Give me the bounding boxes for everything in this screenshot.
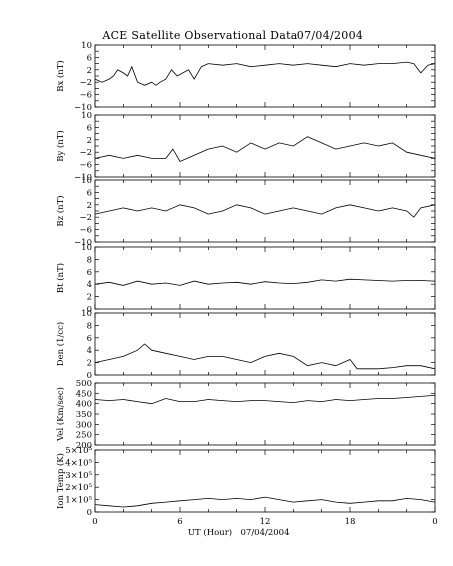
- y-tick-label-vel: 250: [76, 431, 92, 441]
- series-line-temp: [94, 496, 436, 508]
- x-axis-date: 07/04/2004: [241, 528, 290, 538]
- panel-bt: 0 2 4 6 8 10 Bt (nT): [55, 243, 436, 315]
- y-axis-label-vel: Vel (Km/sec): [55, 387, 66, 442]
- y-tick-label-den: 8: [87, 321, 92, 331]
- panel-frame-bx: [94, 44, 436, 108]
- y-tick-label-den: 2: [87, 359, 92, 369]
- panel-frame-bt: [94, 246, 436, 310]
- y-tick-label-bx: 6: [87, 53, 92, 63]
- y-tick-label-bz: −2: [79, 213, 92, 223]
- y-tick-label-bt: 0: [87, 305, 92, 315]
- y-tick-label-bt: 6: [87, 268, 92, 278]
- x-tick-label: 0: [92, 517, 97, 527]
- panel-bz: −10 −6 −2 2 6 10 Bz (nT): [55, 176, 436, 248]
- y-tick-label-by: −2: [79, 148, 92, 158]
- y-tick-label-by: −6: [79, 161, 92, 171]
- y-tick-label-by: −10: [74, 173, 92, 183]
- series-line-bt: [94, 278, 436, 286]
- panel-bx: −10 −6 −2 2 6 10 Bx (nT): [55, 41, 436, 113]
- y-tick-label-temp: 3×10⁵: [65, 471, 92, 481]
- y-tick-label-by: 10: [81, 111, 92, 121]
- y-tick-label-den: 10: [81, 309, 92, 319]
- panel-frame-by: [94, 114, 436, 178]
- series-line-bx: [94, 61, 436, 86]
- y-tick-label-vel: 450: [76, 389, 92, 399]
- y-tick-label-bt: 10: [81, 243, 92, 253]
- y-tick-label-bz: 6: [87, 188, 92, 198]
- y-tick-label-bx: 10: [81, 41, 92, 51]
- y-tick-label-den: 0: [87, 371, 92, 381]
- y-axis-label-den: Den (1/cc): [55, 322, 66, 366]
- y-tick-label-temp: 4×10⁵: [65, 458, 92, 468]
- y-tick-label-bx: −10: [74, 103, 92, 113]
- y-tick-label-vel: 500: [76, 379, 92, 389]
- x-tick-label: 12: [260, 517, 271, 527]
- y-tick-label-temp: 2×10⁵: [65, 483, 92, 493]
- y-tick-label-by: 6: [87, 123, 92, 133]
- series-line-bz: [94, 204, 436, 218]
- y-tick-label-temp: 5×10⁵: [65, 446, 92, 456]
- y-tick-label-bx: 2: [87, 66, 92, 76]
- y-axis-label-bz: Bz (nT): [55, 195, 66, 226]
- y-tick-label-bt: 2: [87, 293, 92, 303]
- figure-date: 07/04/2004: [297, 29, 363, 42]
- y-axis-label-bt: Bt (nT): [55, 263, 66, 293]
- x-tick-label: 6: [177, 517, 182, 527]
- y-axis-label-by: By (nT): [55, 130, 66, 162]
- y-axis-label-bx: Bx (nT): [55, 60, 66, 92]
- panel-frame-bz: [94, 179, 436, 243]
- y-tick-label-vel: 300: [76, 420, 92, 430]
- y-axis-label-temp: Ion Temp (K): [55, 453, 66, 509]
- y-tick-label-bt: 8: [87, 255, 92, 265]
- y-tick-label-temp: 1×10⁵: [65, 496, 92, 506]
- x-tick-label: 0: [432, 517, 437, 527]
- series-line-den: [94, 343, 436, 370]
- y-tick-label-bz: 2: [87, 201, 92, 211]
- y-tick-label-bz: −6: [79, 226, 92, 236]
- y-tick-label-bx: −2: [79, 78, 92, 88]
- y-tick-label-bx: −6: [79, 91, 92, 101]
- y-tick-label-vel: 200: [76, 441, 92, 451]
- figure-title: ACE Satellite Observational Data: [101, 29, 297, 42]
- y-tick-label-temp: 0: [87, 508, 92, 518]
- x-tick-label: 18: [345, 517, 356, 527]
- y-tick-label-bz: 10: [81, 176, 92, 186]
- panel-frame-vel: [94, 382, 436, 446]
- series-line-by: [94, 136, 436, 163]
- y-tick-label-den: 4: [87, 346, 92, 356]
- panel-den: 0 2 4 6 8 10 Den (1/cc): [55, 309, 436, 381]
- y-tick-label-by: 2: [87, 136, 92, 146]
- panel-by: −10 −6 −2 2 6 10 By (nT): [55, 111, 436, 183]
- y-tick-label-vel: 400: [76, 400, 92, 410]
- x-axis-labels: 0 6 12 18 0: [92, 517, 437, 527]
- y-tick-label-bz: −10: [74, 238, 92, 248]
- y-tick-label-bt: 4: [87, 280, 92, 290]
- panel-frame-temp: [94, 449, 436, 513]
- y-tick-label-vel: 350: [76, 410, 92, 420]
- x-axis-label: UT (Hour): [188, 527, 232, 538]
- y-tick-label-den: 6: [87, 334, 92, 344]
- series-line-vel: [94, 395, 436, 405]
- panel-frame-den: [94, 312, 436, 376]
